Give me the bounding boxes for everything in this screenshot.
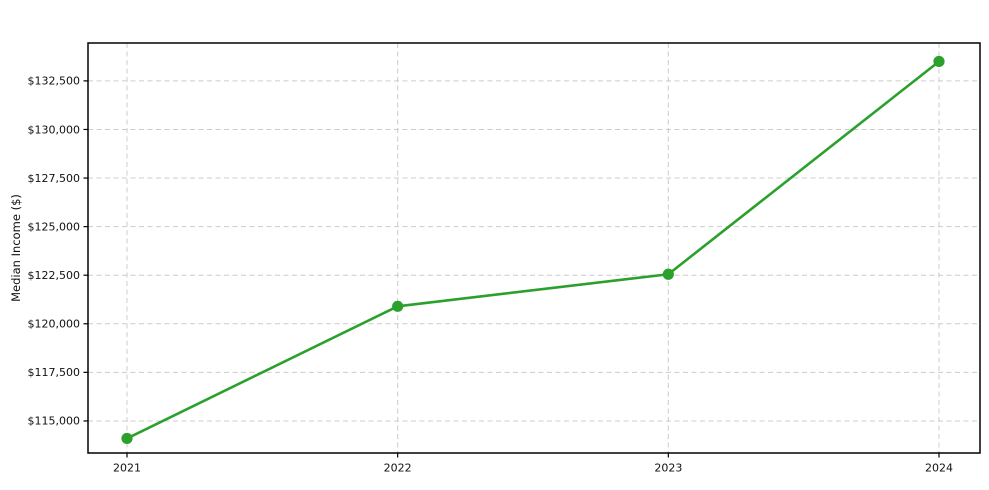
y-tick-label: $117,500	[28, 366, 81, 379]
y-tick-label: $132,500	[28, 75, 81, 88]
data-point	[662, 268, 674, 280]
y-tick-label: $122,500	[28, 269, 81, 282]
y-axis-label: Median Income ($)	[9, 194, 23, 302]
plot-border	[87, 42, 981, 454]
y-tick-label: $125,000	[28, 220, 81, 233]
x-tick-label: 2021	[113, 462, 141, 475]
x-tick-label: 2023	[654, 462, 682, 475]
x-tick-label: 2024	[925, 462, 953, 475]
data-point	[121, 432, 133, 445]
x-tick-label: 2022	[384, 462, 412, 475]
y-tick-label: $127,500	[28, 172, 81, 185]
y-tick-label: $120,000	[28, 318, 81, 331]
y-tick-label: $130,000	[28, 123, 81, 136]
y-tick-label: $115,000	[28, 415, 81, 428]
data-point	[392, 300, 404, 312]
data-point	[933, 55, 945, 68]
trend-line	[125, 60, 941, 440]
